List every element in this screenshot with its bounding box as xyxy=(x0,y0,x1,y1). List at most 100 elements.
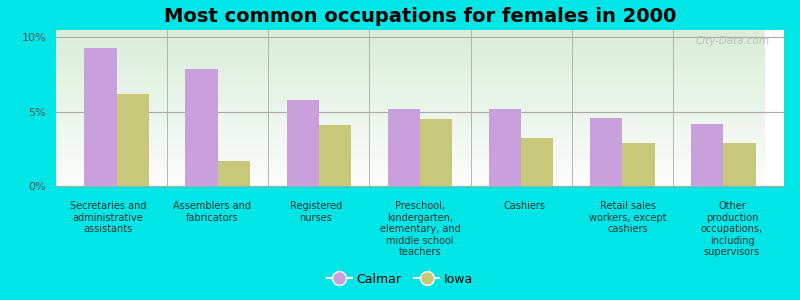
Bar xyxy=(56,75,764,77)
Bar xyxy=(590,118,622,186)
Bar xyxy=(186,69,218,186)
Bar xyxy=(388,109,420,186)
Title: Most common occupations for females in 2000: Most common occupations for females in 2… xyxy=(164,7,676,26)
Bar xyxy=(84,48,117,186)
Bar xyxy=(56,57,764,59)
Bar xyxy=(56,59,764,61)
Bar xyxy=(56,139,764,141)
Bar xyxy=(56,114,764,116)
Bar xyxy=(56,30,764,32)
Bar xyxy=(117,94,149,186)
Bar xyxy=(56,46,764,47)
Bar xyxy=(56,44,764,46)
Bar xyxy=(56,88,764,90)
Bar xyxy=(56,157,764,159)
Bar xyxy=(56,180,764,182)
Bar xyxy=(56,159,764,161)
Bar xyxy=(521,139,554,186)
Bar xyxy=(218,161,250,186)
Bar xyxy=(56,153,764,155)
Bar xyxy=(56,53,764,55)
Text: Preschool,
kindergarten,
elementary, and
middle school
teachers: Preschool, kindergarten, elementary, and… xyxy=(380,201,460,257)
Bar xyxy=(56,52,764,53)
Bar xyxy=(56,112,764,114)
Bar xyxy=(56,149,764,151)
Bar xyxy=(56,79,764,81)
Bar xyxy=(56,128,764,129)
Bar xyxy=(56,131,764,133)
Bar xyxy=(56,137,764,139)
Bar xyxy=(56,182,764,184)
Bar xyxy=(56,81,764,82)
Bar xyxy=(56,178,764,180)
Bar xyxy=(56,69,764,71)
Bar xyxy=(56,120,764,122)
Text: Retail sales
workers, except
cashiers: Retail sales workers, except cashiers xyxy=(590,201,666,234)
Bar xyxy=(56,91,764,92)
Bar xyxy=(56,94,764,96)
Text: Assemblers and
fabricators: Assemblers and fabricators xyxy=(173,201,251,223)
Bar xyxy=(56,77,764,79)
Bar xyxy=(56,55,764,57)
Bar xyxy=(319,125,351,186)
Bar xyxy=(56,155,764,157)
Bar xyxy=(286,100,319,186)
Bar xyxy=(56,161,764,163)
Text: Secretaries and
administrative
assistants: Secretaries and administrative assistant… xyxy=(70,201,146,234)
Bar xyxy=(56,110,764,112)
Bar xyxy=(56,170,764,172)
Bar xyxy=(56,71,764,73)
Bar xyxy=(56,83,764,85)
Bar xyxy=(56,141,764,143)
Bar xyxy=(56,67,764,69)
Bar xyxy=(56,167,764,168)
Bar xyxy=(56,36,764,38)
Bar xyxy=(56,86,764,88)
Text: Other
production
occupations,
including
supervisors: Other production occupations, including … xyxy=(701,201,763,257)
Bar xyxy=(56,104,764,106)
Text: City-Data.com: City-Data.com xyxy=(695,36,770,46)
Bar xyxy=(56,85,764,86)
Bar xyxy=(420,119,452,186)
Bar xyxy=(56,164,764,166)
Bar xyxy=(56,133,764,135)
Bar xyxy=(56,98,764,100)
Bar xyxy=(56,143,764,145)
Bar xyxy=(56,172,764,174)
Bar xyxy=(56,163,764,164)
Bar xyxy=(56,122,764,124)
Legend: Calmar, Iowa: Calmar, Iowa xyxy=(322,268,478,291)
Bar xyxy=(56,100,764,102)
Bar xyxy=(56,102,764,104)
Bar xyxy=(56,106,764,108)
Bar xyxy=(622,143,654,186)
Text: Registered
nurses: Registered nurses xyxy=(290,201,342,223)
Bar xyxy=(56,50,764,52)
Bar xyxy=(723,143,756,186)
Bar xyxy=(56,118,764,120)
Bar xyxy=(56,92,764,94)
Bar xyxy=(56,147,764,149)
Bar xyxy=(56,38,764,40)
Bar xyxy=(56,135,764,137)
Bar xyxy=(56,169,764,170)
Bar xyxy=(56,47,764,50)
Bar xyxy=(56,116,764,118)
Bar xyxy=(56,184,764,186)
Bar xyxy=(56,174,764,176)
Bar xyxy=(56,145,764,147)
Bar xyxy=(56,108,764,110)
Bar xyxy=(56,40,764,42)
Bar xyxy=(691,124,723,186)
Bar xyxy=(56,42,764,44)
Bar xyxy=(56,130,764,131)
Bar xyxy=(56,176,764,178)
Bar xyxy=(489,109,521,186)
Bar xyxy=(56,32,764,34)
Bar xyxy=(56,151,764,153)
Bar xyxy=(56,73,764,75)
Bar xyxy=(56,63,764,65)
Bar xyxy=(56,65,764,67)
Bar xyxy=(56,61,764,63)
Bar xyxy=(56,96,764,98)
